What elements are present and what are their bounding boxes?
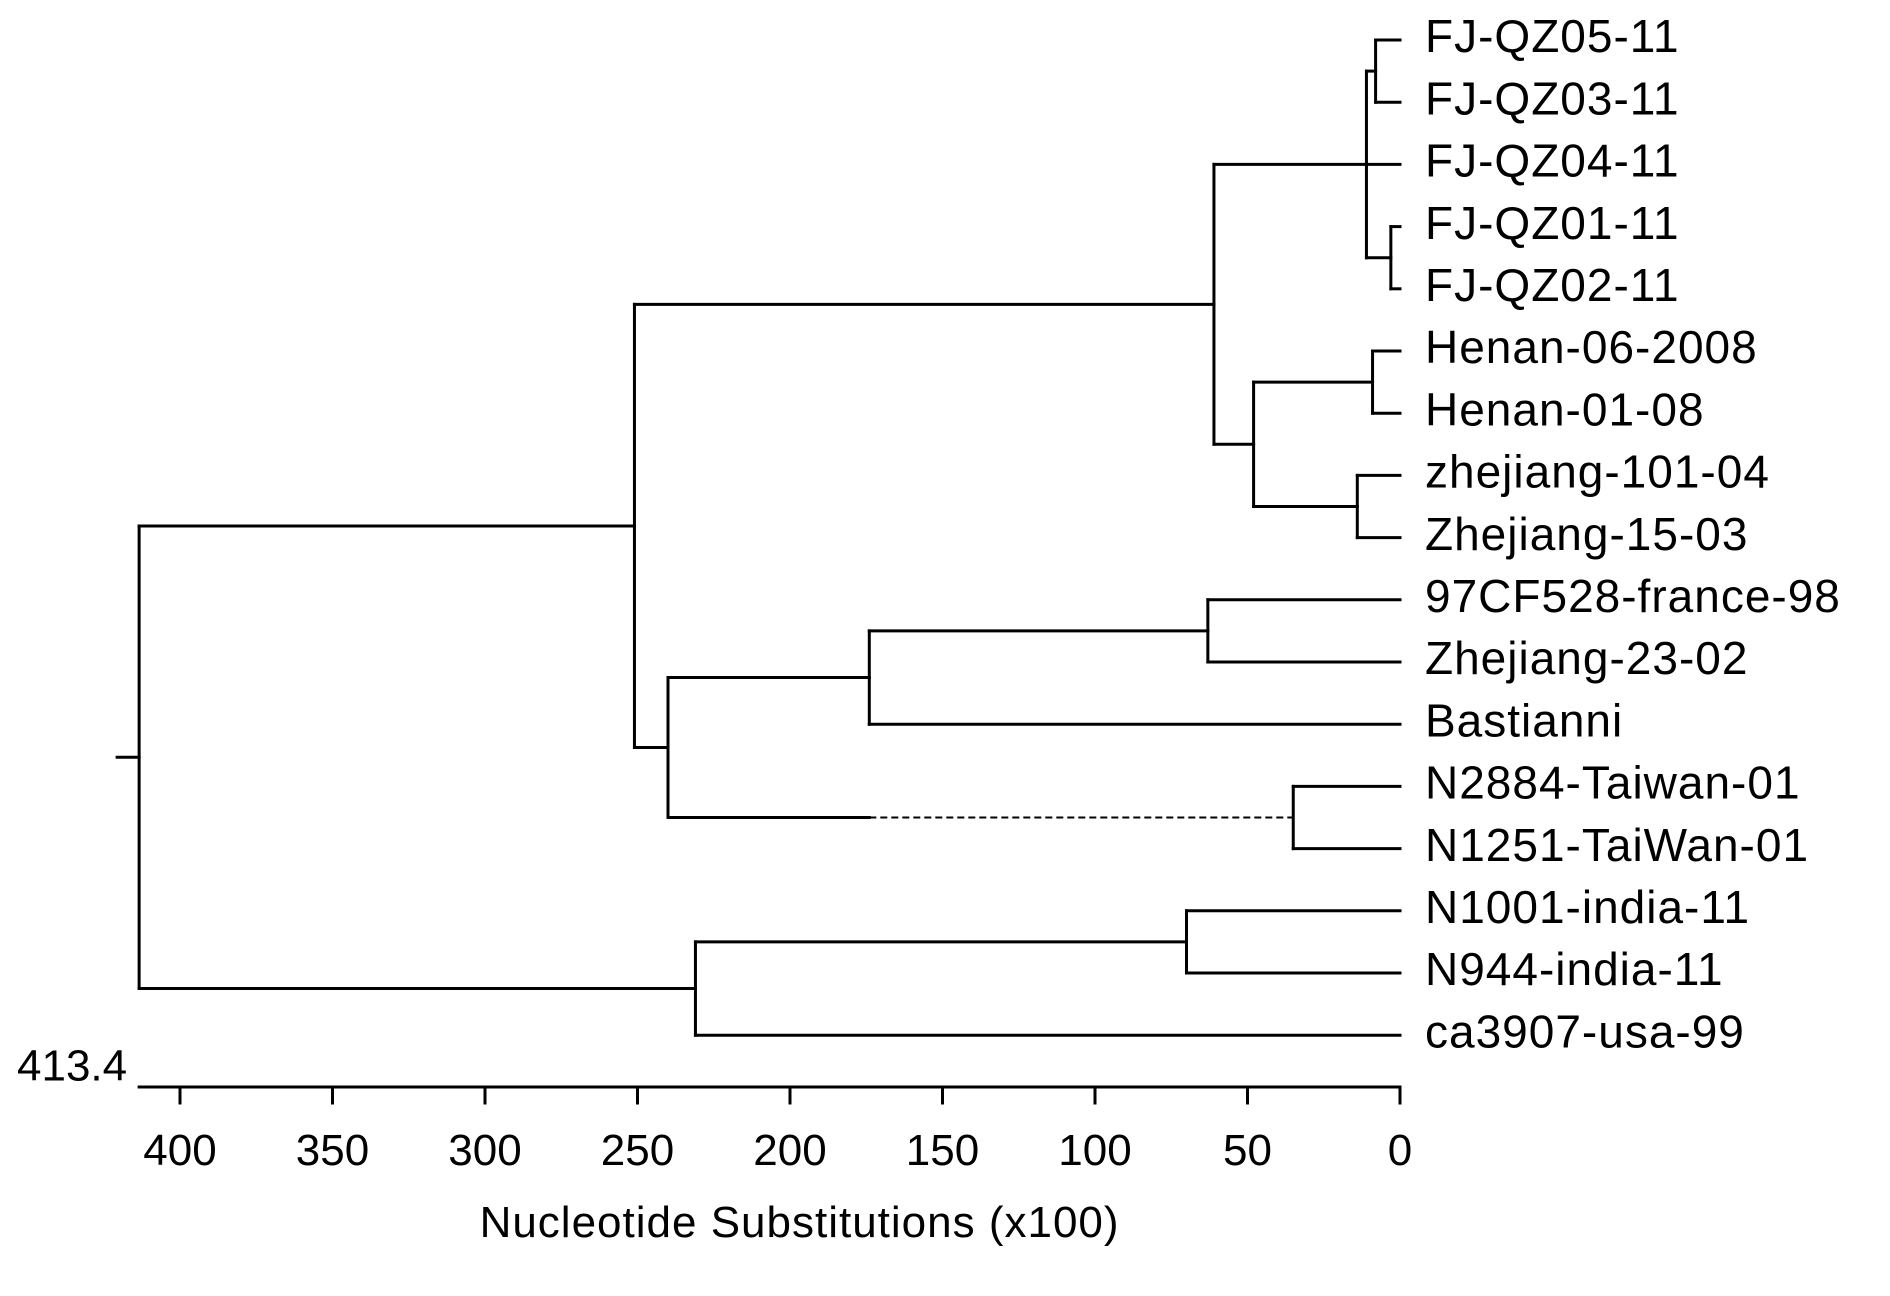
leaf-label-n1001india11: N1001-india-11 [1425,881,1750,933]
axis-tick-label: 200 [753,1126,826,1175]
leaf-label-fjqz0511: FJ-QZ05-11 [1425,10,1680,62]
leaf-label-zhejiang1503: Zhejiang-15-03 [1425,508,1748,560]
leaf-label-zhejiang2302: Zhejiang-23-02 [1425,632,1748,684]
leaf-label-fjqz0311: FJ-QZ03-11 [1425,72,1680,124]
distance-axis: 400 350 300 250 200 150 100 50 0 [137,1085,1412,1175]
tree-branches [115,38,1402,1037]
axis-tick-label: 150 [906,1126,979,1175]
leaf-label-henan0108: Henan-01-08 [1425,383,1705,435]
leaf-label-fjqz0211: FJ-QZ02-11 [1425,259,1680,311]
axis-tick-label: 350 [296,1126,369,1175]
axis-tick-label: 400 [143,1126,216,1175]
root-distance-label: 413.4 [17,1042,127,1091]
axis-tick-label: 100 [1058,1126,1131,1175]
leaf-label-henan062008: Henan-06-2008 [1425,321,1758,373]
axis-tick-label: 50 [1223,1126,1272,1175]
axis-tick-label: 250 [601,1126,674,1175]
leaf-labels: FJ-QZ05-11 FJ-QZ03-11 FJ-QZ04-11 FJ-QZ01-11… [1425,10,1841,1057]
axis-tick-label: 0 [1388,1126,1412,1175]
leaf-label-bastianni: Bastianni [1425,694,1623,746]
leaf-label-n1251taiwan01: N1251-TaiWan-01 [1425,819,1809,871]
axis-title: Nucleotide Substitutions (x100) [480,1198,1120,1247]
leaf-label-fjqz0111: FJ-QZ01-11 [1425,197,1680,249]
leaf-label-n944india11: N944-india-11 [1425,943,1724,995]
leaf-label-zhejiang10104: zhejiang-101-04 [1425,446,1770,498]
axis-tick-label: 300 [448,1126,521,1175]
leaf-label-cf528france98: 97CF528-france-98 [1425,570,1841,622]
leaf-label-ca3907usa99: ca3907-usa-99 [1425,1005,1745,1057]
leaf-label-fjqz0411: FJ-QZ04-11 [1425,135,1680,187]
leaf-label-n2884taiwan01: N2884-Taiwan-01 [1425,757,1801,809]
